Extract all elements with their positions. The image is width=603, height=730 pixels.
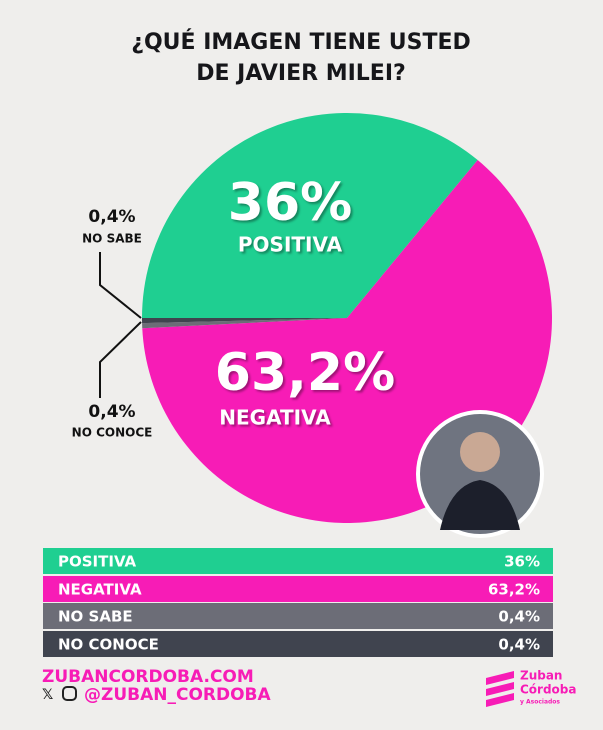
logo-text: Zuban (520, 669, 562, 683)
x-icon: 𝕏 (42, 687, 53, 703)
table-row (43, 576, 553, 602)
slice-value-label: 0,4% (88, 402, 135, 422)
pie-slice (142, 113, 478, 319)
photo-face (460, 432, 500, 472)
slice-value-label: 36% (228, 173, 352, 233)
photo-suit (440, 480, 520, 530)
pie-slice (142, 318, 347, 324)
logo-mark (486, 671, 514, 707)
pie-slice (142, 318, 347, 329)
slice-value-label: 0,4% (88, 207, 135, 227)
slice-value-label: 63,2% (215, 343, 395, 403)
leader-line (99, 321, 142, 398)
table-row (43, 603, 553, 629)
slice-category-label: NEGATIVA (219, 406, 331, 430)
leader-line (99, 252, 142, 319)
slice-category-label: NO SABE (82, 232, 142, 246)
logo-text: Córdoba (520, 683, 577, 697)
logo-text: y Asociados (520, 699, 560, 706)
table-value: 36% (504, 553, 540, 571)
table-category: POSITIVA (58, 553, 137, 571)
social-handle: @ZUBAN_CORDOBA (84, 685, 272, 705)
table-value: 0,4% (498, 636, 540, 654)
table-value: 63,2% (488, 581, 540, 599)
slice-category-label: POSITIVA (238, 233, 343, 257)
instagram-icon (62, 686, 77, 701)
slice-category-label: NO CONOCE (72, 426, 153, 440)
chart-title: ¿QUÉ IMAGEN TIENE USTED DE JAVIER MILEI? (131, 30, 471, 86)
table-row (43, 631, 553, 657)
table-category: NO CONOCE (58, 636, 159, 654)
table-category: NO SABE (58, 608, 133, 626)
website: ZUBANCORDOBA.COM (42, 667, 254, 687)
table-category: NEGATIVA (58, 581, 142, 599)
table-value: 0,4% (498, 608, 540, 626)
table-row (43, 548, 553, 574)
legend-table: POSITIVA 36% NEGATIVA 63,2% NO SABE 0,4% NO CO… (43, 548, 553, 657)
